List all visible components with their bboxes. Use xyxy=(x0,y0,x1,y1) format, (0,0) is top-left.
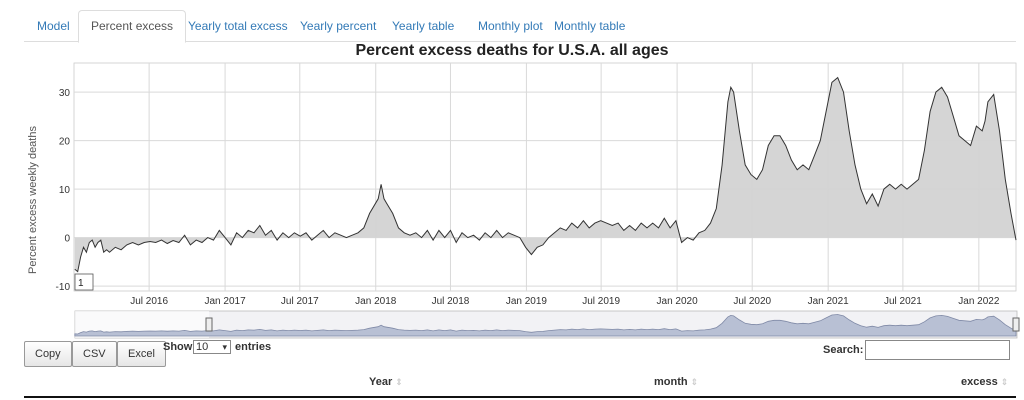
range-handle-left[interactable] xyxy=(205,317,213,332)
excess-line xyxy=(74,76,1017,273)
copy-button[interactable]: Copy xyxy=(24,341,72,367)
range-selector[interactable] xyxy=(74,310,1018,339)
tab-monthly-plot[interactable]: Monthly plot xyxy=(478,19,543,33)
column-header-excess-label: excess xyxy=(961,376,998,388)
chart-title: Percent excess deaths for U.S.A. all age… xyxy=(355,42,669,59)
x-tick-label: Jan 2022 xyxy=(958,296,1000,307)
column-header-excess[interactable]: excess ⇕ xyxy=(961,376,1008,388)
x-tick-label: Jul 2016 xyxy=(130,296,168,307)
x-tick-label: Jul 2018 xyxy=(432,296,470,307)
tab-yearly-table[interactable]: Yearly table xyxy=(392,19,455,33)
sort-icon: ⇕ xyxy=(395,377,403,387)
entries-label: entries xyxy=(235,341,272,353)
table-header-rule xyxy=(24,396,1016,398)
sort-icon: ⇕ xyxy=(690,377,699,387)
x-tick-label: Jul 2021 xyxy=(884,296,922,307)
chevron-down-icon: ▾ xyxy=(222,342,227,352)
tooltip: 1 xyxy=(74,273,94,291)
plot-border xyxy=(73,62,1017,292)
excel-button[interactable]: Excel xyxy=(117,341,166,367)
x-tick-label: Jan 2021 xyxy=(808,296,850,307)
x-tick-label: Jul 2019 xyxy=(582,296,620,307)
tab-monthly-table[interactable]: Monthly table xyxy=(554,19,626,33)
y-tick-label: 30 xyxy=(59,88,71,99)
csv-button[interactable]: CSV xyxy=(72,341,117,367)
tab-yearly-total-excess[interactable]: Yearly total excess xyxy=(188,19,288,33)
excess-area xyxy=(74,77,1017,272)
search-label: Search: xyxy=(823,344,864,356)
range-overview-area xyxy=(74,314,1017,337)
column-header-year-label: Year xyxy=(369,376,393,388)
x-tick-label: Jan 2020 xyxy=(657,296,699,307)
tab-yearly-percent[interactable]: Yearly percent xyxy=(300,19,377,33)
search-input[interactable] xyxy=(865,340,1010,360)
x-tick-label: Jan 2017 xyxy=(205,296,247,307)
column-header-month-label: month xyxy=(654,376,688,388)
y-tick-label: -10 xyxy=(56,282,71,293)
gridlines xyxy=(73,62,1017,292)
x-tick-label: Jan 2018 xyxy=(355,296,397,307)
tab-model[interactable]: Model xyxy=(37,19,70,33)
percent-excess-chart: -10 0 10 20 30 Jul 2016 Jan 2017 Jul 2017 Jan 2… xyxy=(27,62,1020,339)
y-axis-label: Percent excess weekly deaths xyxy=(27,126,39,274)
show-label: Show xyxy=(163,341,193,353)
x-axis: Jul 2016 Jan 2017 Jul 2017 Jan 2018 Jul 2018… xyxy=(130,296,1000,307)
sort-icon: ⇕ xyxy=(1000,377,1009,387)
column-header-month[interactable]: month ⇕ xyxy=(654,376,698,388)
range-handle-right[interactable] xyxy=(1012,317,1020,332)
y-axis: -10 0 10 20 30 xyxy=(56,88,71,293)
x-tick-label: Jul 2020 xyxy=(733,296,771,307)
tab-percent-excess[interactable]: Percent excess xyxy=(78,10,187,43)
y-tick-label: 20 xyxy=(59,137,71,148)
x-tick-label: Jan 2019 xyxy=(506,296,548,307)
tab-bar: Model Percent excess Yearly total excess… xyxy=(24,0,1016,43)
column-header-year[interactable]: Year ⇕ xyxy=(369,376,403,388)
y-tick-label: 10 xyxy=(59,185,71,196)
tooltip-value: 1 xyxy=(78,278,84,289)
y-tick-label: 0 xyxy=(64,234,70,245)
x-tick-label: Jul 2017 xyxy=(281,296,319,307)
entries-select-value: 10 xyxy=(196,341,209,353)
entries-select[interactable]: 10 ▾ xyxy=(193,340,231,354)
